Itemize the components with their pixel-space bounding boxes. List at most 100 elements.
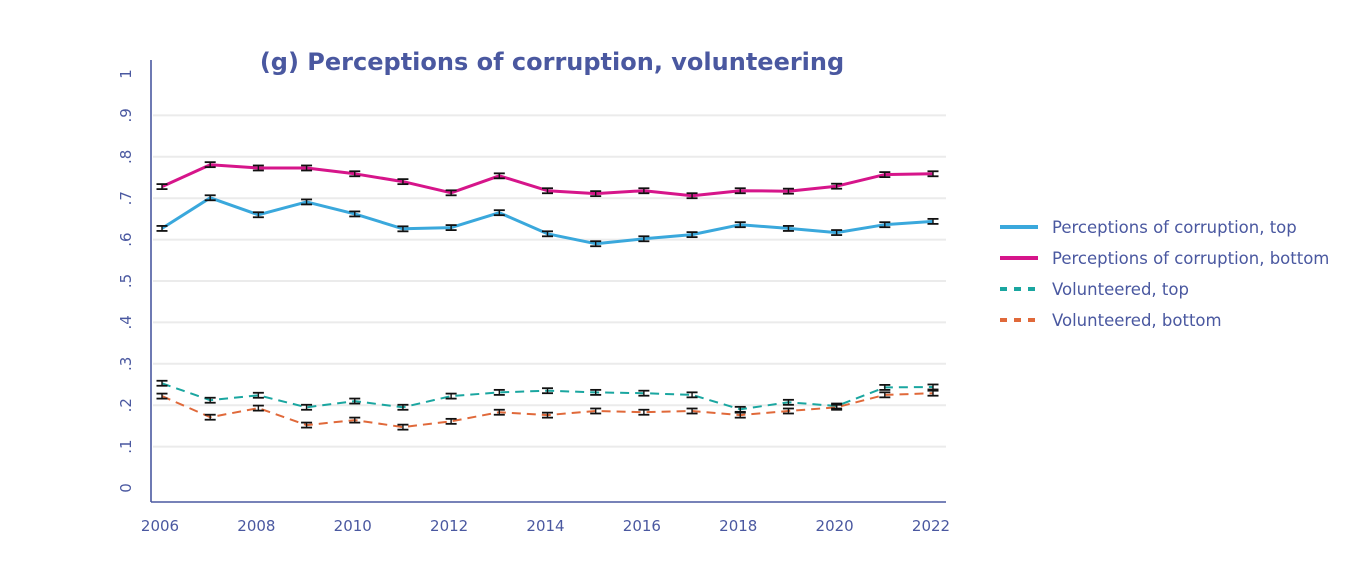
- y-axis-tick-labels: 0 .1 .2 .3 .4 .5 .6 .7 .8 .9 1: [117, 69, 135, 493]
- error-bar: [204, 396, 216, 404]
- y-tick-label: 1: [117, 69, 135, 79]
- error-bar: [156, 392, 168, 400]
- error-bar: [349, 170, 361, 178]
- error-bar: [734, 411, 746, 419]
- error-bar: [542, 230, 553, 238]
- error-bar: [445, 189, 457, 197]
- legend-label: Volunteered, bottom: [1052, 311, 1222, 330]
- legend-item: Volunteered, bottom: [1000, 311, 1222, 330]
- legend-item: Volunteered, top: [1000, 280, 1189, 299]
- x-tick-label: 2014: [526, 517, 564, 535]
- error-bar: [686, 407, 698, 415]
- error-bar: [493, 172, 505, 180]
- error-bar: [782, 225, 794, 232]
- y-tick-label: 0: [117, 483, 135, 493]
- legend-label: Perceptions of corruption, bottom: [1052, 249, 1329, 268]
- y-tick-label: .5: [117, 274, 135, 288]
- error-bar: [879, 221, 891, 229]
- error-bar: [638, 408, 650, 416]
- error-bar: [782, 187, 794, 195]
- y-tick-label: .2: [117, 398, 135, 412]
- error-bar: [590, 407, 602, 415]
- error-bar: [782, 407, 794, 415]
- error-bar: [590, 388, 602, 396]
- gridlines: [153, 114, 946, 448]
- error-bar: [445, 224, 457, 231]
- error-bar: [542, 411, 553, 419]
- error-bar: [156, 379, 168, 387]
- chart-title: (g) Perceptions of corruption, volunteer…: [260, 48, 844, 76]
- error-bar: [349, 210, 361, 218]
- error-bar: [831, 229, 843, 236]
- error-bar: [397, 423, 409, 431]
- error-bar: [638, 389, 650, 397]
- y-tick-label: .6: [117, 232, 135, 246]
- error-bar: [879, 391, 891, 399]
- x-axis-tick-labels: 2006 2008 2010 2012 2014 2016 2018 2020 2022: [141, 517, 950, 535]
- error-bar: [831, 182, 843, 190]
- error-bar: [156, 225, 168, 232]
- error-bar: [445, 417, 457, 425]
- error-bar: [927, 389, 939, 397]
- x-tick-label: 2016: [623, 517, 661, 535]
- series-line-volunteered-bottom: [161, 392, 934, 429]
- error-bar: [686, 391, 698, 399]
- legend-label: Perceptions of corruption, top: [1052, 218, 1297, 237]
- error-bar: [927, 217, 939, 225]
- error-bar: [252, 164, 264, 172]
- error-bar: [204, 413, 216, 421]
- legend: Perceptions of corruption, top Perception…: [1000, 218, 1329, 330]
- error-bar: [879, 171, 891, 179]
- error-bar: [638, 235, 650, 243]
- y-tick-label: .1: [117, 439, 135, 453]
- error-bar: [542, 387, 553, 395]
- x-tick-label: 2020: [816, 517, 854, 535]
- error-bar: [590, 240, 602, 248]
- error-bar: [590, 190, 602, 198]
- error-bar: [686, 192, 698, 200]
- error-bar: [927, 170, 939, 178]
- legend-item: Perceptions of corruption, bottom: [1000, 249, 1329, 268]
- error-bar: [638, 187, 650, 195]
- legend-label: Volunteered, top: [1052, 280, 1189, 299]
- y-tick-label: .8: [117, 150, 135, 164]
- error-bar: [397, 225, 409, 233]
- y-tick-label: .4: [117, 315, 135, 329]
- x-tick-label: 2012: [430, 517, 468, 535]
- error-bar: [204, 194, 216, 202]
- x-tick-label: 2022: [912, 517, 950, 535]
- error-bar: [156, 183, 168, 191]
- error-bar: [252, 391, 264, 399]
- legend-item: Perceptions of corruption, top: [1000, 218, 1297, 237]
- error-bar: [927, 383, 939, 391]
- y-tick-label: .7: [117, 191, 135, 205]
- error-bar: [734, 221, 746, 229]
- error-bar: [349, 416, 361, 424]
- error-bar: [734, 187, 746, 195]
- error-bar: [493, 408, 505, 416]
- error-bar: [879, 383, 891, 391]
- error-bar: [445, 392, 457, 400]
- error-bar: [301, 164, 313, 172]
- error-bar: [397, 403, 409, 411]
- error-bar: [397, 178, 409, 186]
- error-bar: [252, 404, 264, 412]
- error-bar: [782, 398, 794, 406]
- error-bar: [542, 187, 553, 195]
- error-bar: [831, 403, 843, 411]
- y-tick-label: .9: [117, 108, 135, 122]
- error-bar: [204, 161, 216, 169]
- x-tick-label: 2008: [237, 517, 275, 535]
- error-bar: [301, 421, 313, 429]
- error-bar: [493, 209, 505, 217]
- error-bar: [301, 403, 313, 411]
- error-bar: [252, 211, 264, 219]
- error-bar: [686, 231, 698, 239]
- x-tick-label: 2006: [141, 517, 179, 535]
- y-tick-label: .3: [117, 357, 135, 371]
- error-bar: [301, 198, 313, 206]
- x-tick-label: 2018: [719, 517, 757, 535]
- error-bar: [349, 397, 361, 405]
- error-bar: [493, 388, 505, 396]
